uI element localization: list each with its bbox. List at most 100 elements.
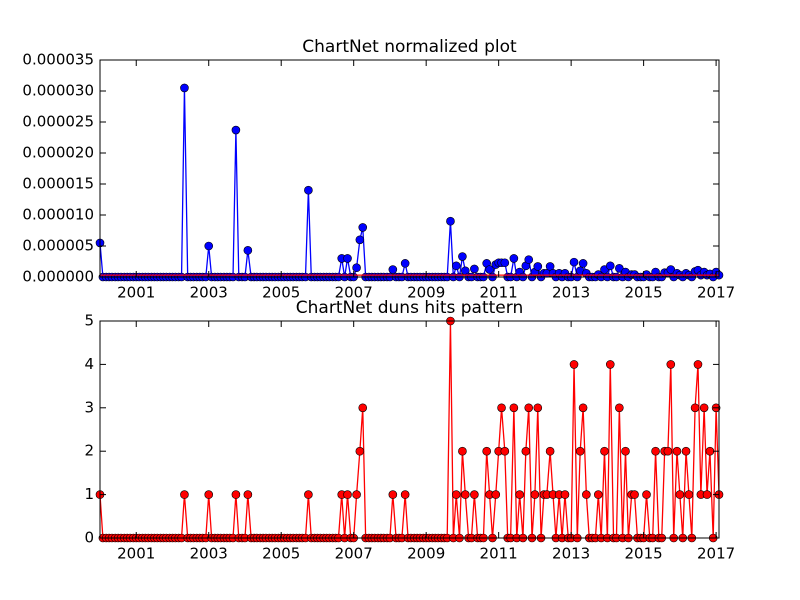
y-tick-label: 0.000005 — [22, 237, 94, 255]
x-tick-label: 2003 — [190, 284, 228, 302]
x-tick-label: 2013 — [552, 545, 590, 563]
x-tick-label: 2005 — [262, 284, 300, 302]
marker — [243, 246, 253, 255]
marker — [575, 446, 585, 456]
marker — [594, 490, 603, 499]
marker — [451, 490, 461, 499]
y-tick-label: 3 — [84, 398, 94, 416]
marker — [663, 446, 673, 456]
marker — [470, 490, 479, 499]
marker — [343, 490, 352, 499]
x-tick-label: 2015 — [625, 284, 663, 302]
marker — [666, 265, 676, 274]
marker — [569, 257, 579, 267]
marker — [304, 490, 313, 499]
marker — [630, 490, 639, 499]
x-tick-label: 2015 — [625, 545, 663, 563]
marker — [509, 254, 519, 263]
marker — [500, 446, 510, 456]
marker — [204, 490, 214, 499]
marker — [521, 446, 531, 456]
marker — [343, 254, 352, 263]
marker — [180, 83, 189, 93]
x-tick-label: 2017 — [697, 284, 735, 302]
y-tick-label: 0.000010 — [22, 206, 94, 224]
marker — [491, 490, 501, 499]
marker — [705, 446, 715, 456]
x-tick-label: 2001 — [117, 284, 155, 302]
y-tick-label: 2 — [84, 442, 94, 460]
plot-frame — [99, 320, 720, 539]
y-tick-label: 1 — [84, 485, 94, 503]
marker — [578, 403, 588, 413]
marker — [545, 446, 555, 456]
x-tick-label: 2017 — [697, 545, 735, 563]
x-tick-label: 2011 — [480, 284, 518, 302]
y-tick-label: 0.000015 — [22, 175, 94, 193]
marker — [515, 490, 524, 499]
marker — [485, 265, 494, 274]
marker — [530, 490, 540, 499]
marker — [651, 446, 660, 456]
plot-frame — [99, 59, 720, 278]
marker — [672, 446, 682, 456]
marker — [702, 490, 712, 499]
marker — [355, 235, 365, 245]
marker — [352, 263, 361, 273]
y-tick-label: 4 — [84, 355, 94, 373]
x-tick-label: 2009 — [407, 545, 445, 563]
marker — [684, 490, 694, 499]
y-tick-label: 0.000000 — [22, 268, 94, 286]
marker — [524, 255, 534, 264]
marker — [533, 403, 543, 413]
marker — [231, 490, 241, 499]
x-tick-label: 2001 — [117, 545, 155, 563]
marker — [451, 261, 461, 271]
marker — [458, 446, 467, 456]
marker — [693, 360, 703, 369]
x-tick-label: 2013 — [552, 284, 590, 302]
marker — [482, 446, 491, 456]
marker — [458, 252, 467, 261]
marker — [352, 490, 361, 499]
marker — [500, 258, 510, 268]
marker — [600, 446, 609, 456]
y-tick-label: 0.000025 — [22, 113, 94, 131]
marker — [578, 259, 588, 268]
x-tick-label: 2003 — [190, 545, 228, 563]
y-tick-label: 5 — [84, 312, 94, 330]
x-tick-label: 2007 — [335, 545, 373, 563]
y-tick-label: 0 — [84, 529, 94, 547]
marker — [533, 262, 543, 271]
marker — [569, 360, 579, 369]
y-tick-label: 0.000030 — [22, 82, 94, 100]
marker — [621, 446, 630, 456]
chart-title: ChartNet normalized plot — [302, 37, 517, 57]
chart-title: ChartNet duns hits pattern — [296, 298, 523, 318]
marker — [446, 216, 455, 226]
marker — [666, 360, 676, 369]
marker — [304, 185, 313, 195]
marker — [470, 264, 479, 274]
y-tick-label: 0.000020 — [22, 144, 94, 162]
marker — [497, 403, 506, 413]
marker — [524, 403, 534, 413]
marker — [675, 490, 685, 499]
marker — [388, 490, 398, 499]
marker — [400, 259, 410, 268]
marker — [605, 360, 615, 369]
marker — [615, 264, 624, 273]
marker — [699, 403, 709, 413]
marker — [681, 446, 691, 456]
marker — [509, 403, 519, 413]
marker — [400, 490, 410, 499]
x-tick-label: 2007 — [335, 284, 373, 302]
marker — [461, 490, 470, 499]
marker — [605, 261, 615, 271]
marker — [388, 265, 398, 274]
marker — [358, 223, 368, 232]
marker — [582, 490, 591, 499]
y-tick-label: 0.000035 — [22, 51, 94, 69]
